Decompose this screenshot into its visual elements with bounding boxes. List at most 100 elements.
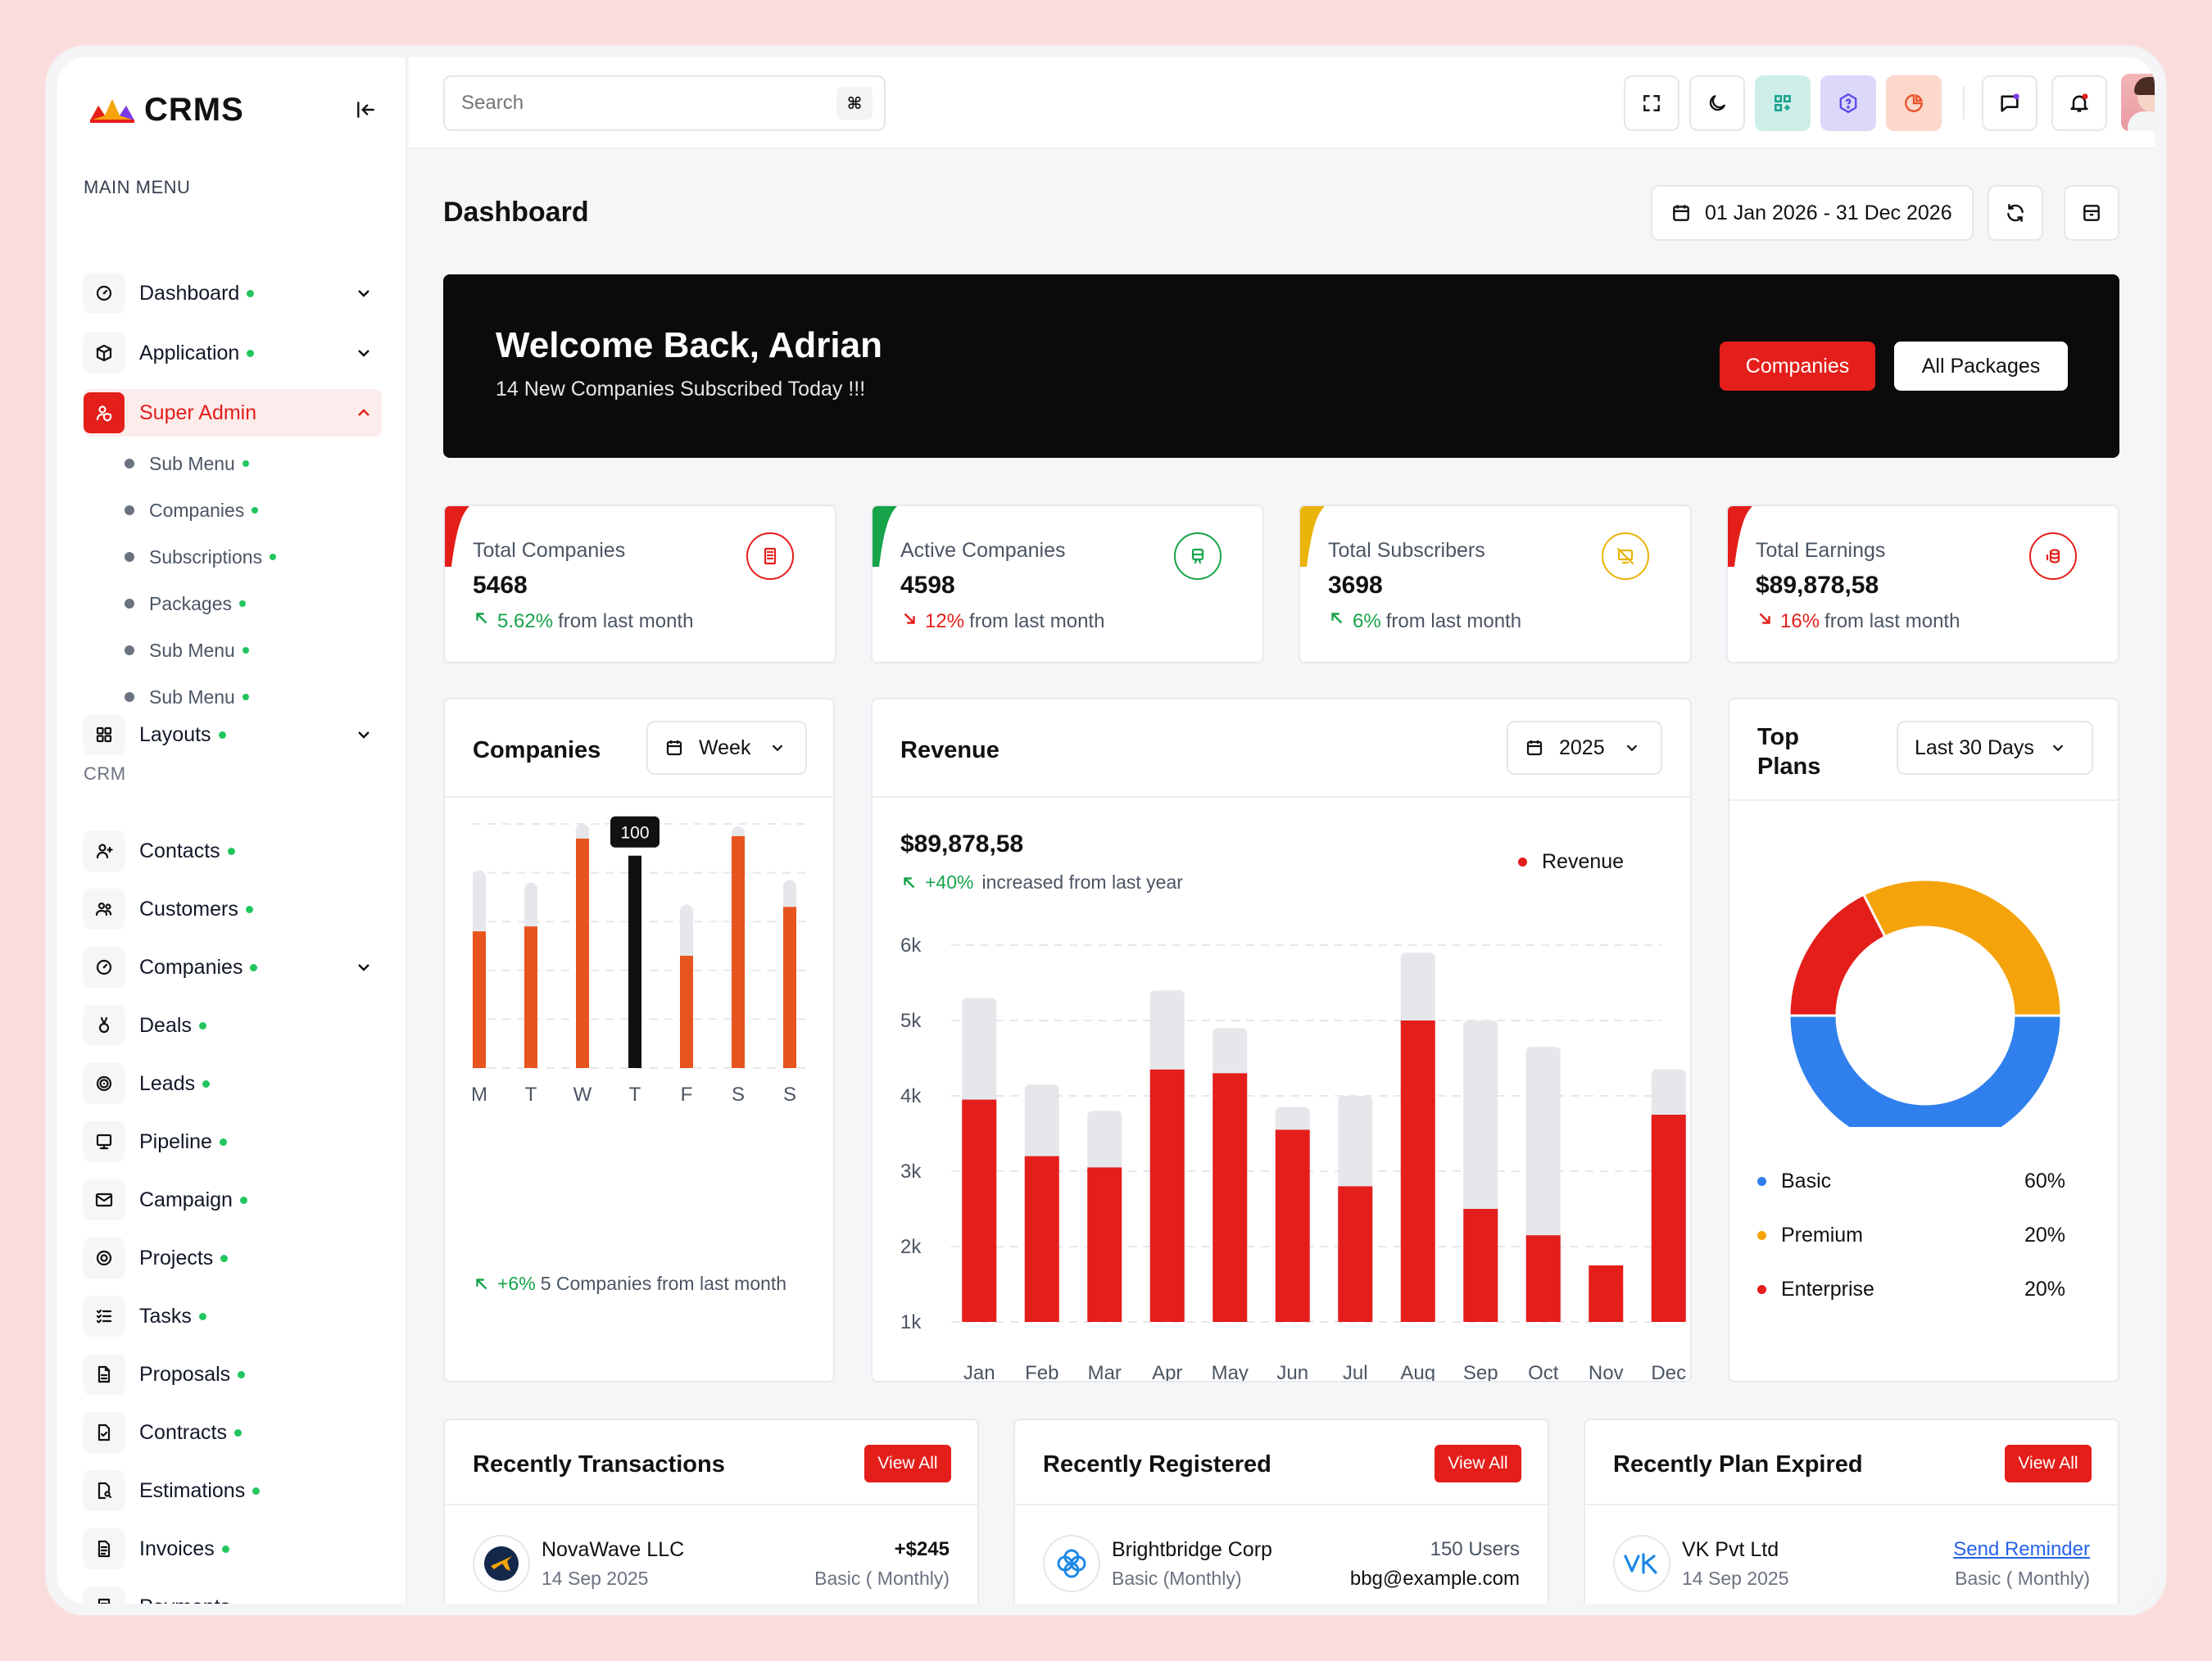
sidebar-item-contracts[interactable]: Contracts — [84, 1409, 382, 1456]
arrow-down-right-icon — [900, 609, 918, 633]
search-input[interactable] — [461, 92, 822, 115]
status-dot — [270, 554, 277, 560]
bar-M-0 — [473, 931, 486, 1068]
sidebar-item-invoices[interactable]: Invoices — [84, 1525, 382, 1573]
messages-button[interactable] — [1982, 75, 2037, 131]
card-corner-accent — [873, 506, 897, 567]
gauge-icon — [84, 947, 125, 988]
date-range-picker[interactable]: 01 Jan 2026 - 31 Dec 2026 — [1651, 185, 1974, 241]
user-avatar[interactable] — [2121, 74, 2155, 131]
revenue-trend-pct: +40% — [925, 871, 974, 893]
all-packages-button[interactable]: All Packages — [1894, 342, 2068, 391]
submenu-item-label: Subscriptions — [149, 545, 263, 568]
sidebar-item-deals[interactable]: Deals — [84, 1002, 382, 1049]
card-corner-accent — [1300, 506, 1325, 567]
building-icon — [746, 532, 794, 580]
sidebar-item-companies[interactable]: Companies — [84, 944, 382, 991]
status-dot — [242, 694, 249, 700]
bar-W-2 — [576, 838, 589, 1068]
sidebar-item-leads[interactable]: Leads — [84, 1060, 382, 1107]
transactions-view-all-button[interactable]: View All — [864, 1445, 951, 1482]
status-dot — [238, 1370, 246, 1378]
sidebar-item-pipeline[interactable]: Pipeline — [84, 1118, 382, 1165]
submenu-item-packages[interactable]: Packages — [125, 587, 247, 620]
stat-title: Total Subscribers — [1328, 539, 1485, 562]
bullet-icon — [125, 459, 134, 468]
stat-trend-text: from last month — [1385, 609, 1522, 632]
stat-trend: 12% from last month — [900, 609, 1104, 633]
x-tick-label: S — [732, 1084, 745, 1106]
sidebar-item-super-admin[interactable]: Super Admin — [84, 389, 382, 437]
sidebar-item-proposals[interactable]: Proposals — [84, 1351, 382, 1398]
registered-view-all-button[interactable]: View All — [1435, 1445, 1521, 1482]
sidebar-item-application[interactable]: Application — [84, 329, 382, 377]
fullscreen-button[interactable] — [1624, 75, 1679, 131]
app-name: CRMS — [144, 92, 244, 128]
revenue-year-select[interactable]: 2025 — [1507, 721, 1662, 775]
expired-view-all-button[interactable]: View All — [2005, 1445, 2092, 1482]
sidebar-item-label: Leads — [139, 1071, 196, 1095]
submenu-item-label: Packages — [149, 592, 233, 614]
card-divider — [445, 796, 833, 798]
notifications-button[interactable] — [2051, 75, 2107, 131]
stat-trend-pct: 12% — [925, 609, 965, 632]
revenue-bar-chart: 1k 2k 3k 4k 5k 6k. Jan Feb Mar Apr May Jun Jul Aug Sep… — [900, 935, 1686, 1383]
submenu-item-sub-menu[interactable]: Sub Menu — [125, 634, 249, 667]
submenu-item-sub-menu[interactable]: Sub Menu — [125, 447, 249, 480]
chevron-down-icon — [2052, 745, 2064, 752]
status-dot — [202, 1079, 211, 1088]
stat-value: 3698 — [1328, 572, 1383, 599]
sidebar-item-projects[interactable]: Projects — [84, 1234, 382, 1282]
logo[interactable]: CRMS — [87, 92, 244, 129]
sidebar-item-dashboard[interactable]: Dashboard — [84, 269, 382, 317]
top-plans-card: Top Plans Last 30 Days Basic 60% Premium 20… — [1728, 698, 2119, 1383]
bar-tooltip-label: 100 — [620, 824, 649, 843]
submenu-item-sub-menu[interactable]: Sub Menu — [125, 681, 249, 713]
recently-registered-card: Recently Registered View All Brightbridg… — [1013, 1419, 1549, 1604]
companies-period-select[interactable]: Week — [646, 721, 807, 775]
transaction-plan: Basic ( Monthly) — [814, 1568, 950, 1589]
submenu-item-companies[interactable]: Companies — [125, 494, 259, 527]
help-button[interactable] — [1820, 75, 1876, 131]
app-frame: CRMS MAIN MENU Dashboard Application Super… — [46, 46, 2166, 1615]
gauge-icon — [84, 273, 125, 314]
arrow-down-right-icon — [1756, 609, 1774, 633]
x-tick-label: Nov — [1589, 1362, 1624, 1383]
submenu-item-subscriptions[interactable]: Subscriptions — [125, 541, 277, 573]
reports-button[interactable] — [1886, 75, 1942, 131]
sidebar-item-estimations[interactable]: Estimations — [84, 1467, 382, 1514]
x-tick-label: M — [471, 1084, 487, 1106]
chat-icon — [2001, 93, 2019, 112]
sidebar-item-campaign[interactable]: Campaign — [84, 1176, 382, 1224]
dark-mode-button[interactable] — [1689, 75, 1745, 131]
x-tick-label: Feb — [1025, 1362, 1058, 1383]
sidebar-item-tasks[interactable]: Tasks — [84, 1292, 382, 1340]
stat-value: 4598 — [900, 572, 955, 599]
refresh-button[interactable] — [1988, 185, 2043, 241]
stat-title: Active Companies — [900, 539, 1066, 562]
sidebar-item-contacts[interactable]: Contacts — [84, 827, 382, 875]
companies-chart-card: Companies Week M T W T 100 F S S +6% 5 Companie… — [443, 698, 835, 1383]
grid-icon — [84, 714, 125, 755]
apps-button[interactable] — [1755, 75, 1811, 131]
search-box[interactable]: ⌘ — [443, 75, 886, 131]
stat-trend-text: from last month — [558, 609, 694, 632]
collapse-sidebar-button[interactable] — [349, 93, 382, 126]
plans-period-select[interactable]: Last 30 Days — [1897, 721, 2093, 775]
companies-card-title: Companies — [473, 737, 601, 763]
vk-logo-icon — [1624, 1553, 1657, 1574]
stat-card-total-subscribers: Total Subscribers 3698 6% from last month — [1299, 505, 1692, 663]
x-tick-label: T — [629, 1084, 641, 1106]
stat-trend: 16% from last month — [1756, 609, 1960, 633]
chevron-down-icon — [354, 957, 374, 977]
sidebar-item-customers[interactable]: Customers — [84, 885, 382, 933]
sidebar-item-layouts[interactable]: Layouts — [84, 711, 382, 758]
legend-dot — [1757, 1285, 1766, 1294]
legend-label: Premium — [1781, 1224, 1864, 1247]
send-reminder-link[interactable]: Send Reminder — [1953, 1538, 2090, 1560]
collapse-header-button[interactable] — [2064, 185, 2119, 241]
file-text-icon — [84, 1528, 125, 1569]
companies-button[interactable]: Companies — [1720, 342, 1875, 391]
legend-value: 20% — [2024, 1224, 2065, 1247]
sidebar-item-payments[interactable]: Payments — [84, 1583, 382, 1604]
